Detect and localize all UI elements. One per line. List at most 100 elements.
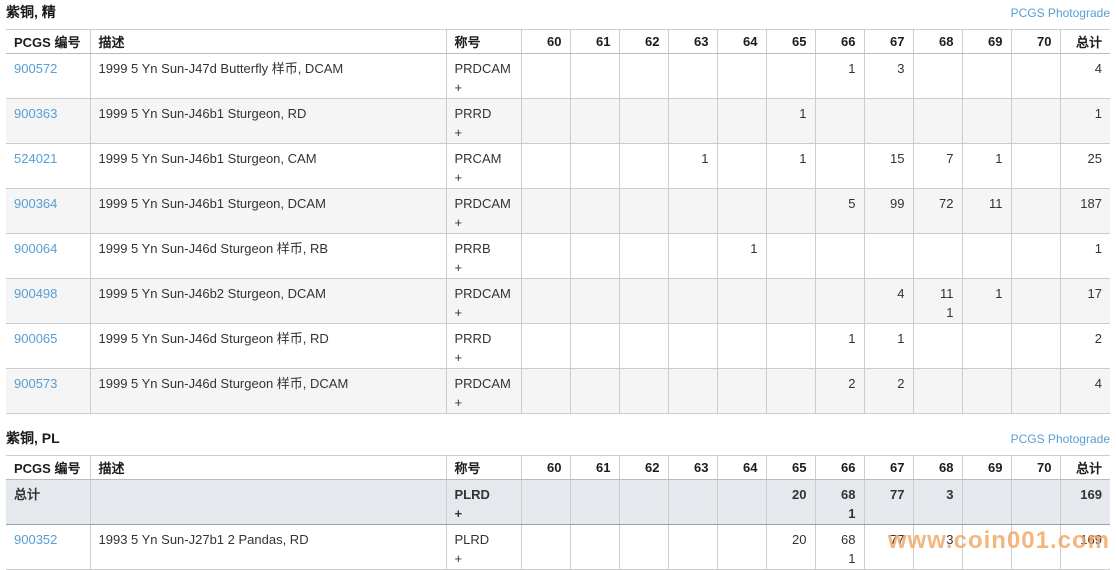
- grade-cell-66: 68 1: [814, 524, 865, 570]
- photograde-link[interactable]: PCGS Photograde: [1010, 6, 1110, 20]
- population-table: PCGS 编号 描述 称号 60 61 62 63 64 65 66 67 68 69 70 总计 总计 PL…: [5, 455, 1111, 570]
- grade-cell-68: 11 1: [912, 278, 963, 324]
- grade-cell-62: [618, 368, 669, 414]
- col-header-grade-63: 63: [667, 29, 718, 54]
- designation-name: PRDCAM: [454, 376, 511, 391]
- col-header-total: 总计: [1059, 29, 1111, 54]
- col-header-description: 描述: [89, 455, 447, 480]
- designation-plus: +: [454, 215, 463, 230]
- designation-plus: +: [454, 170, 463, 185]
- col-header-grade-68: 68: [912, 455, 963, 480]
- grade-cell-69: [961, 368, 1012, 414]
- designation-cell: PRDCAM +: [445, 53, 522, 99]
- grade-cell-61: [569, 479, 620, 525]
- grade-cell-70: [1010, 278, 1061, 324]
- grade-cell-67: 2: [863, 368, 914, 414]
- table-row: 524021 1999 5 Yn Sun-J46b1 Sturgeon, CAM P…: [5, 143, 1111, 189]
- table-row: 900498 1999 5 Yn Sun-J46b2 Sturgeon, DCAM…: [5, 278, 1111, 324]
- total-cell: 1: [1059, 98, 1111, 144]
- total-cell: 2: [1059, 323, 1111, 369]
- grade-count: 72: [939, 196, 954, 211]
- grade-cell-70: [1010, 53, 1061, 99]
- pcgs-number-link[interactable]: 900363: [14, 106, 58, 121]
- grade-count: 20: [792, 532, 807, 547]
- grade-cell-64: [716, 143, 767, 189]
- grade-cell-60: [520, 323, 571, 369]
- pcgs-number-link[interactable]: 900572: [14, 61, 58, 76]
- population-table: PCGS 编号 描述 称号 60 61 62 63 64 65 66 67 68 69 70 总计 9005…: [5, 29, 1111, 414]
- grade-count: 1: [848, 331, 856, 346]
- col-header-grade-66: 66: [814, 29, 865, 54]
- grade-cell-70: [1010, 524, 1061, 570]
- description-cell: 1999 5 Yn Sun-J46d Sturgeon 样币, RB: [89, 233, 447, 279]
- grade-cell-64: [716, 188, 767, 234]
- grade-count: 77: [890, 532, 905, 547]
- pcgs-number-cell: 900065: [5, 323, 91, 369]
- grade-cell-66: [814, 278, 865, 324]
- grade-cell-61: [569, 524, 620, 570]
- grade-cell-66: 1: [814, 323, 865, 369]
- pcgs-number-link[interactable]: 900065: [14, 331, 58, 346]
- total-cell: 1: [1059, 233, 1111, 279]
- grade-cell-64: [716, 323, 767, 369]
- designation-cell: PRDCAM +: [445, 188, 522, 234]
- grade-count: 20: [792, 487, 807, 502]
- grade-cell-66: 1: [814, 53, 865, 99]
- table-row: 900573 1999 5 Yn Sun-J46d Sturgeon 样币, DC…: [5, 368, 1111, 414]
- grade-cell-69: 11: [961, 188, 1012, 234]
- grade-count: 3: [946, 487, 954, 502]
- col-header-pcgs-number: PCGS 编号: [5, 455, 91, 480]
- pcgs-number-link[interactable]: 524021: [14, 151, 58, 166]
- grade-cell-67: 4: [863, 278, 914, 324]
- pcgs-number-link[interactable]: 900498: [14, 286, 58, 301]
- grade-cell-62: [618, 188, 669, 234]
- grade-cell-69: [961, 323, 1012, 369]
- total-row: 总计 PLRD +20 68 1 77 3 169: [5, 479, 1111, 525]
- col-header-grade-64: 64: [716, 29, 767, 54]
- photograde-link[interactable]: PCGS Photograde: [1010, 432, 1110, 446]
- description-cell: 1999 5 Yn Sun-J46b1 Sturgeon, DCAM: [89, 188, 447, 234]
- grade-cell-67: [863, 233, 914, 279]
- pcgs-number-link[interactable]: 900364: [14, 196, 58, 211]
- grade-cell-63: 1: [667, 143, 718, 189]
- designation-cell: PRRD +: [445, 98, 522, 144]
- grade-cell-60: [520, 278, 571, 324]
- col-header-grade-61: 61: [569, 455, 620, 480]
- grade-cell-60: [520, 188, 571, 234]
- grade-count: 5: [848, 196, 856, 211]
- grade-cell-64: [716, 368, 767, 414]
- grade-cell-64: 1: [716, 233, 767, 279]
- col-header-grade-64: 64: [716, 455, 767, 480]
- grade-cell-60: [520, 368, 571, 414]
- total-cell: 25: [1059, 143, 1111, 189]
- designation-name: PRRD: [454, 106, 492, 121]
- grade-cell-63: [667, 323, 718, 369]
- grade-cell-70: [1010, 233, 1061, 279]
- pcgs-number-cell: 总计: [5, 479, 91, 525]
- grade-cell-60: [520, 143, 571, 189]
- pcgs-number-cell: 900573: [5, 368, 91, 414]
- grade-cell-60: [520, 524, 571, 570]
- total-cell: 4: [1059, 368, 1111, 414]
- grade-cell-63: [667, 233, 718, 279]
- designation-name: PLRD: [454, 487, 490, 502]
- grade-cell-61: [569, 188, 620, 234]
- designation-cell: PRRD +: [445, 323, 522, 369]
- section-proof: 紫铜, 精 PCGS Photograde PCGS 编号 描述 称号 60 61 62 6…: [5, 5, 1111, 414]
- pcgs-number-link[interactable]: 900573: [14, 376, 58, 391]
- col-header-grade-66: 66: [814, 455, 865, 480]
- grade-cell-69: 1: [961, 278, 1012, 324]
- pcgs-number-link[interactable]: 900352: [14, 532, 58, 547]
- grade-cell-60: [520, 233, 571, 279]
- grade-cell-66: 2: [814, 368, 865, 414]
- grade-cell-62: [618, 143, 669, 189]
- description-cell: 1999 5 Yn Sun-J46b1 Sturgeon, RD: [89, 98, 447, 144]
- grade-plus-count: 1: [848, 551, 856, 566]
- header-row: PCGS 编号 描述 称号 60 61 62 63 64 65 66 67 68 69 70 总计: [5, 29, 1111, 54]
- pcgs-number-link[interactable]: 900064: [14, 241, 58, 256]
- grade-cell-70: [1010, 479, 1061, 525]
- grade-count: 4: [897, 286, 905, 301]
- col-header-pcgs-number: PCGS 编号: [5, 29, 91, 54]
- population-report-page: 紫铜, 精 PCGS Photograde PCGS 编号 描述 称号 60 61 62 6…: [0, 5, 1116, 570]
- designation-name: PRCAM: [454, 151, 502, 166]
